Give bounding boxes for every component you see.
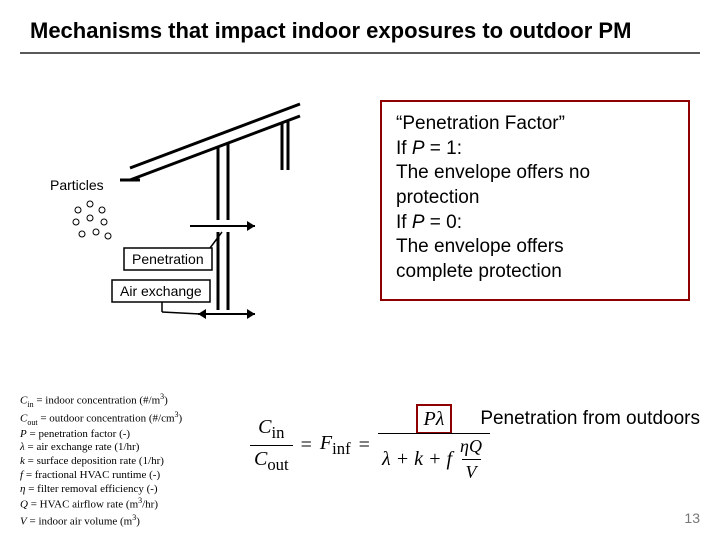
variable-legend: Cin = indoor concentration (#/m3)Cout = … <box>20 392 250 529</box>
page-number: 13 <box>684 510 700 526</box>
legend-row: Cin = indoor concentration (#/m3) <box>20 392 250 410</box>
legend-row: k = surface deposition rate (1/hr) <box>20 455 250 469</box>
penetration-diagram: Particles Penetration Air exchange <box>50 100 350 340</box>
pf-line-2: If P = 1: <box>396 137 674 162</box>
slide-title: Mechanisms that impact indoor exposures … <box>30 18 631 44</box>
legend-row: P = penetration factor (-) <box>20 428 250 442</box>
pf-line-5: If P = 0: <box>396 211 674 236</box>
penetration-factor-box: “Penetration Factor” If P = 1: The envel… <box>380 100 690 301</box>
pf-line-4: protection <box>396 186 674 211</box>
pf-line-1: “Penetration Factor” <box>396 112 674 137</box>
legend-row: V = indoor air volume (m3) <box>20 513 250 529</box>
particles-icon <box>73 201 111 239</box>
legend-row: η = filter removal efficiency (-) <box>20 483 250 497</box>
penetration-label: Penetration <box>132 251 204 267</box>
title-rule <box>20 52 700 54</box>
pf-line-7: complete protection <box>396 260 674 285</box>
legend-row: λ = air exchange rate (1/hr) <box>20 441 250 455</box>
airexchange-label: Air exchange <box>120 283 202 299</box>
particles-label: Particles <box>50 177 104 193</box>
legend-row: Q = HVAC airflow rate (m3/hr) <box>20 496 250 512</box>
penetration-from-outdoors-label: Penetration from outdoors <box>480 408 700 430</box>
pf-line-3: The envelope offers no <box>396 161 674 186</box>
pf-line-6: The envelope offers <box>396 235 674 260</box>
airexchange-arrow-icon <box>198 309 255 319</box>
legend-row: f = fractional HVAC runtime (-) <box>20 469 250 483</box>
formula-highlight: Pλ <box>416 404 453 434</box>
legend-row: Cout = outdoor concentration (#/cm3) <box>20 410 250 428</box>
